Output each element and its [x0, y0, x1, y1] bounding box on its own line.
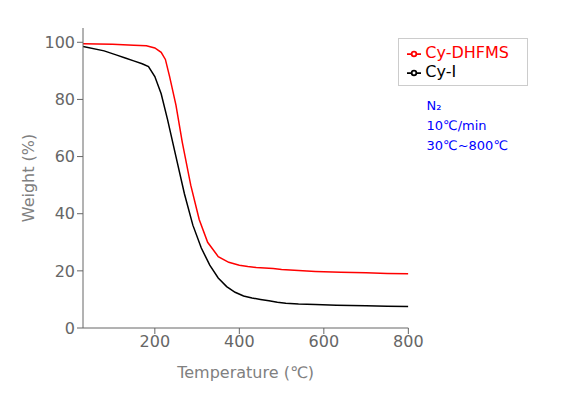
html-text:N₂: N₂: [426, 98, 442, 113]
svg-text:80: 80: [55, 90, 75, 109]
html-text:30℃~800℃: 30℃~800℃: [426, 138, 508, 153]
svg-text:600: 600: [309, 332, 340, 351]
svg-text:800: 800: [393, 332, 424, 351]
svg-text:60: 60: [55, 147, 75, 166]
svg-text:0: 0: [65, 319, 75, 338]
svg-text:200: 200: [140, 332, 171, 351]
svg-text:400: 400: [224, 332, 255, 351]
svg-text:Weight (%): Weight (%): [19, 134, 38, 223]
html-text:Cy-DHFMS: Cy-DHFMS: [425, 43, 509, 62]
svg-text:20: 20: [55, 262, 75, 281]
svg-text:100: 100: [44, 33, 75, 52]
svg-text:Temperature (℃): Temperature (℃): [176, 363, 314, 382]
svg-text:40: 40: [55, 204, 75, 223]
html-text:10℃/min: 10℃/min: [426, 118, 487, 133]
html-text:Cy-I: Cy-I: [425, 62, 457, 81]
